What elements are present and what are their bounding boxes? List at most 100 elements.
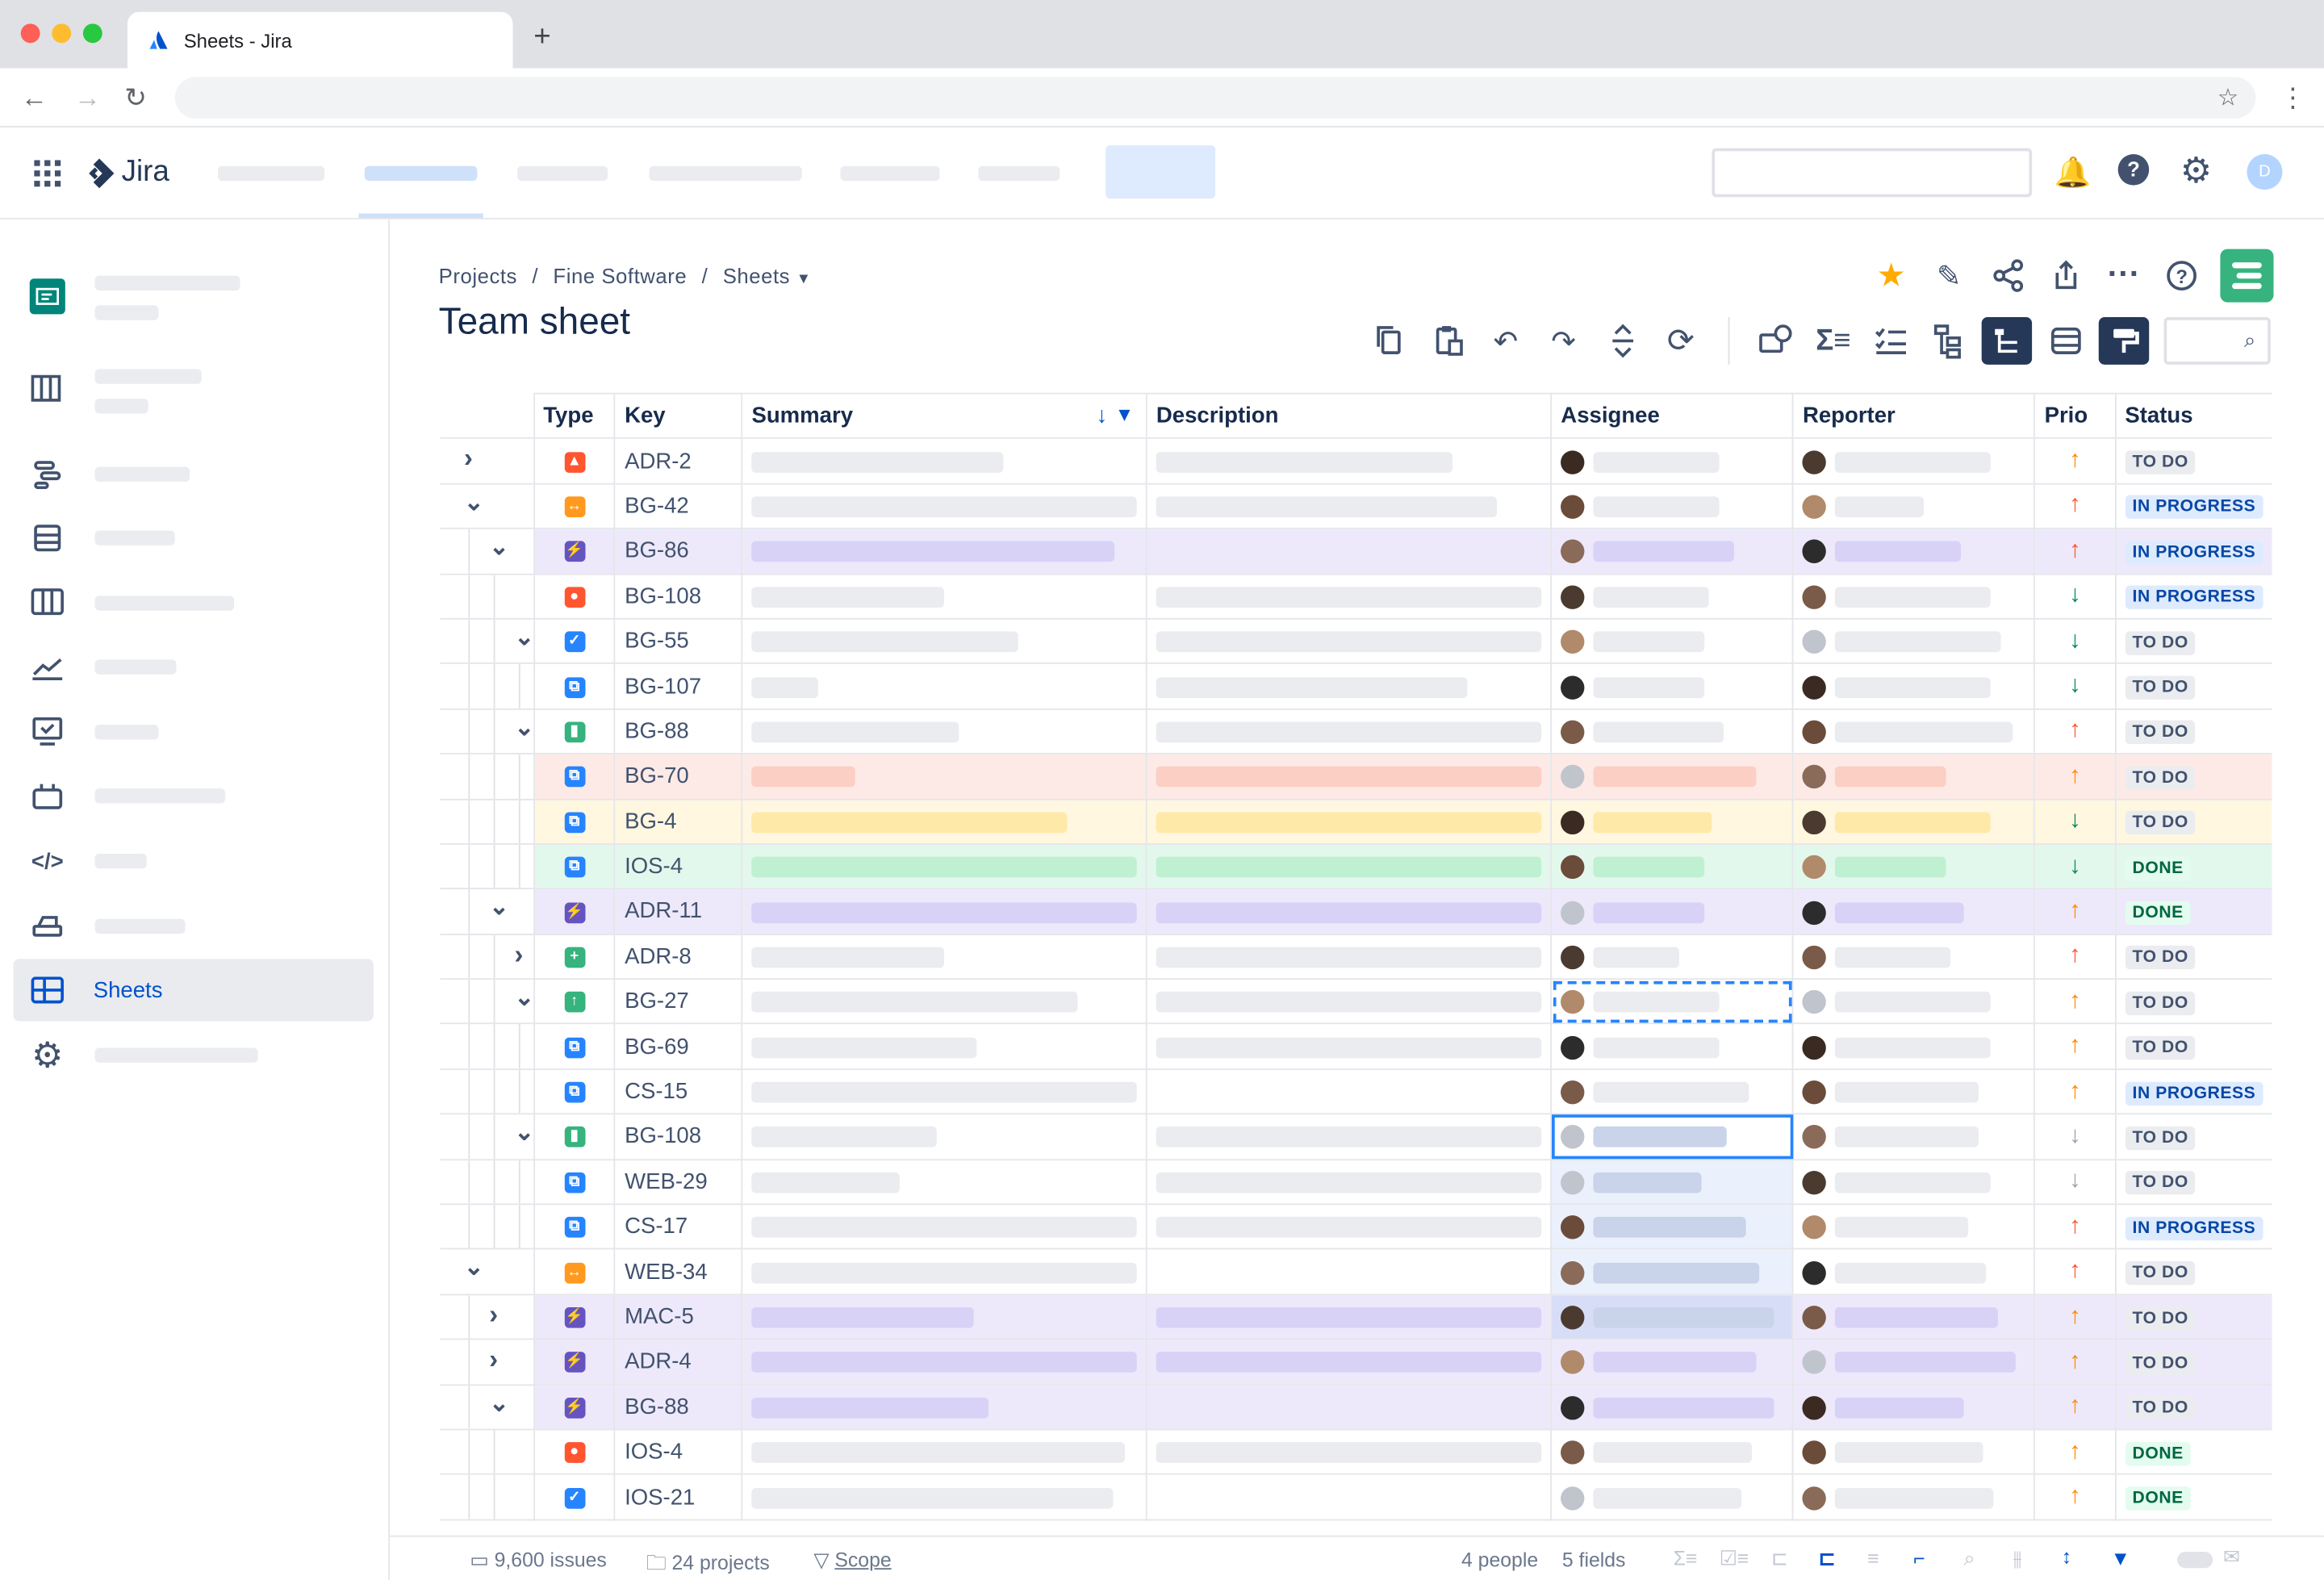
issue-key[interactable]: BG-86 [625,538,689,564]
status-badge[interactable]: TO DO [2125,1261,2197,1285]
paste-icon[interactable] [1426,319,1470,363]
description-cell[interactable] [1146,888,1553,935]
assignee-cell[interactable] [1550,528,1794,575]
column-header-prio[interactable]: Prio [2034,392,2117,440]
collapse-chevron-icon[interactable]: ⌄ [514,1121,534,1147]
reporter-cell[interactable] [1792,528,2036,575]
key-cell[interactable]: BG-69 [614,1023,743,1070]
reporter-cell[interactable] [1792,437,2036,485]
key-cell[interactable]: BG-42 [614,483,743,530]
issue-key[interactable]: BG-4 [625,809,677,834]
summary-cell[interactable] [741,1113,1147,1160]
prio-cell[interactable]: ↑ [2034,528,2117,575]
status-badge[interactable]: TO DO [2125,1036,2197,1060]
columns-icon[interactable] [30,584,65,620]
status-cell[interactable]: TO DO [2114,437,2272,485]
column-header-type[interactable]: Type [533,392,617,440]
settings-gear-icon[interactable]: ⚙ [2180,151,2213,191]
table-row[interactable]: ● BG-108 ↓ IN PROGRESS [440,572,2272,620]
status-cell[interactable]: TO DO [2114,1248,2272,1295]
status-badge[interactable]: TO DO [2125,630,2197,655]
summary-cell[interactable] [741,1294,1147,1340]
sidebar-item-sheets[interactable] [13,959,374,1022]
table-row[interactable]: ⧉ BG-4 ↓ TO DO [440,798,2272,845]
expand-chevron-icon[interactable]: › [489,1344,499,1374]
description-cell[interactable] [1146,1428,1553,1476]
collapse-chevron-icon[interactable]: ⌄ [514,715,534,741]
status-cell[interactable]: TO DO [2114,1294,2272,1340]
key-cell[interactable]: IOS-21 [614,1473,743,1521]
type-cell[interactable]: ↔ [533,483,617,530]
status-cell[interactable]: TO DO [2114,617,2272,665]
collapse-chevron-icon[interactable]: ⌄ [463,490,484,516]
reload-icon[interactable]: ↻ [124,82,148,113]
status-cell[interactable]: DONE [2114,842,2272,890]
description-cell[interactable] [1146,933,1553,980]
issue-key[interactable]: CS-17 [625,1214,688,1239]
export-icon[interactable] [2044,253,2088,298]
sum-icon[interactable]: Σ≡ [1816,324,1851,357]
notifications-icon[interactable]: 🔔 [2054,157,2092,190]
type-cell[interactable]: ⚡ [533,1294,617,1340]
assignee-cell[interactable] [1550,933,1794,980]
summary-cell[interactable] [741,888,1147,935]
description-cell[interactable] [1146,753,1553,800]
key-cell[interactable]: ADR-8 [614,933,743,980]
description-cell[interactable] [1146,978,1553,1026]
table-row[interactable]: ⌄ ▮ BG-88 ↑ TO DO [440,708,2272,755]
key-cell[interactable]: WEB-29 [614,1158,743,1206]
prio-cell[interactable]: ↑ [2034,888,2117,935]
description-cell[interactable] [1146,1338,1553,1386]
status-cell[interactable]: TO DO [2114,798,2272,845]
type-cell[interactable]: ⚡ [533,1338,617,1386]
new-tab-button[interactable]: + [533,20,551,54]
table-row[interactable]: ⌄ ↔ WEB-34 ↑ TO DO [440,1248,2272,1295]
maximize-window-button[interactable] [82,23,102,44]
sort-icon[interactable]: ↕ [2061,1545,2072,1569]
column-header-status[interactable]: Status [2114,392,2272,440]
status-cell[interactable]: TO DO [2114,1113,2272,1160]
issue-key[interactable]: ADR-11 [625,898,703,925]
type-cell[interactable]: ▮ [533,708,617,755]
format-painter-icon[interactable] [2098,317,2150,365]
checklist-icon[interactable]: ☑≡ [1719,1547,1749,1570]
type-cell[interactable]: ⚡ [533,528,617,575]
sum-icon[interactable]: Σ≡ [1673,1547,1698,1570]
type-cell[interactable]: + [533,933,617,980]
assignee-cell[interactable] [1550,1023,1794,1070]
key-cell[interactable]: BG-108 [614,1113,743,1160]
type-cell[interactable]: ↔ [533,1248,617,1295]
type-cell[interactable]: ⚡ [533,888,617,935]
prio-cell[interactable]: ↑ [2034,1068,2117,1115]
edit-pencil-icon[interactable]: ✎ [1936,260,1962,293]
table-row[interactable]: ⌄ ⚡ BG-88 ↑ TO DO [440,1383,2272,1431]
reporter-cell[interactable] [1792,1473,2036,1521]
prio-cell[interactable]: ↓ [2034,842,2117,890]
key-cell[interactable]: CS-15 [614,1068,743,1115]
description-cell[interactable] [1146,1113,1553,1160]
undo-icon[interactable]: ↶ [1493,325,1519,358]
column-header-reporter[interactable]: Reporter [1792,392,2036,440]
description-cell[interactable] [1146,483,1553,530]
prio-cell[interactable]: ↑ [2034,1428,2117,1476]
collapse-chevron-icon[interactable]: ⌄ [489,535,509,561]
issue-key[interactable]: BG-55 [625,629,689,654]
assignee-cell[interactable] [1550,1203,1794,1251]
type-cell[interactable]: ✓ [533,1473,617,1521]
description-cell[interactable] [1146,1294,1553,1340]
status-cell[interactable]: IN PROGRESS [2114,528,2272,575]
status-cell[interactable]: IN PROGRESS [2114,1068,2272,1115]
issue-key[interactable]: BG-42 [625,493,689,519]
breadcrumb-sheets[interactable]: Sheets ▼ [722,263,812,288]
prio-cell[interactable]: ↓ [2034,572,2117,620]
status-badge[interactable]: DONE [2125,1441,2191,1465]
status-badge[interactable]: TO DO [2125,1171,2197,1195]
status-cell[interactable]: DONE [2114,888,2272,935]
type-cell[interactable]: ⧉ [533,1068,617,1115]
create-button[interactable] [1106,144,1216,199]
bookmark-star-icon[interactable]: ☆ [2217,86,2239,111]
description-cell[interactable] [1146,528,1553,575]
status-badge[interactable]: TO DO [2125,450,2197,474]
type-cell[interactable]: ⚡ [533,1383,617,1431]
table-row[interactable]: ⌄ ↔ BG-42 ↑ IN PROGRESS [440,483,2272,530]
